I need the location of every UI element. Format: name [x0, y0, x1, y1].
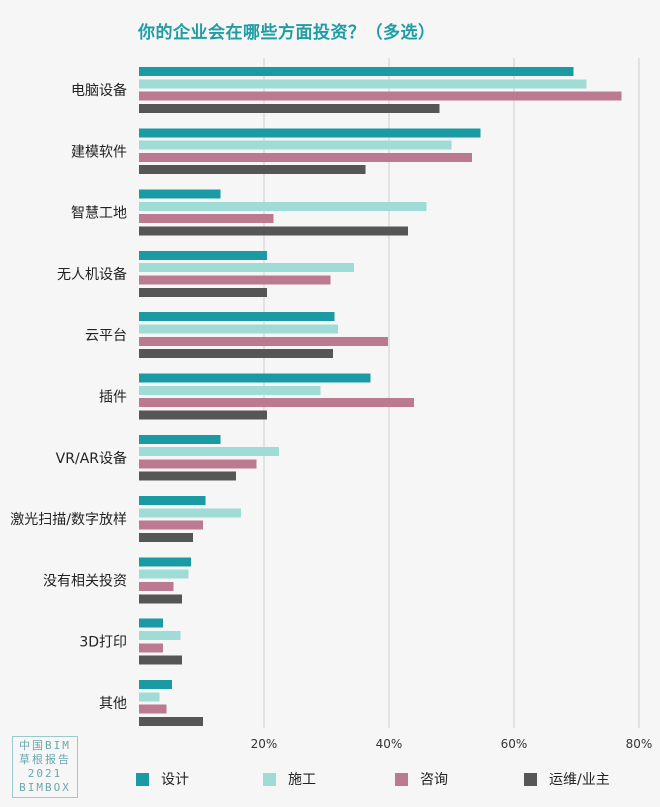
legend: 设计 施工 咨询 运维/业主	[136, 768, 656, 790]
x-tick-label: 40%	[376, 737, 403, 751]
bar-5-series-3	[139, 336, 388, 346]
bar-8-series-3	[139, 520, 203, 530]
bar-1-series-4	[139, 103, 440, 113]
category-label: 云平台	[85, 328, 127, 344]
bar-3-series-1	[139, 189, 221, 199]
category-label: VR/AR设备	[56, 450, 127, 467]
bar-3-series-3	[139, 214, 274, 224]
bar-1-series-1	[139, 67, 574, 76]
bar-10-series-1	[139, 618, 163, 628]
chart-title: 你的企业会在哪些方面投资？（多选）	[138, 23, 436, 43]
bar-7-series-2	[139, 447, 279, 457]
x-tick-labels: 20% 40% 60% 80%	[251, 737, 653, 751]
bar-2-series-3	[139, 152, 473, 162]
bar-4-series-1	[139, 250, 268, 260]
bar-5-series-1	[139, 312, 335, 322]
bar-1-series-3	[139, 91, 622, 101]
bar-2-series-4	[139, 165, 366, 175]
category-label: 其他	[99, 696, 127, 712]
bar-8-series-2	[139, 508, 241, 518]
legend-item: 施工	[263, 768, 316, 790]
watermark-line: 2021	[27, 767, 63, 780]
x-tick-label: 20%	[251, 737, 278, 751]
legend-swatch	[395, 772, 408, 786]
bar-5-series-2	[139, 324, 338, 334]
bar-5-series-4	[139, 349, 333, 359]
category-label: 激光扫描/数字放样	[10, 511, 127, 528]
bar-9-series-2	[139, 569, 189, 579]
watermark-line: 中国BIM	[19, 739, 71, 752]
bar-6-series-4	[139, 410, 268, 420]
category-label: 3D打印	[79, 634, 127, 651]
bar-2-series-2	[139, 140, 452, 150]
x-tick-label: 80%	[626, 737, 653, 751]
bar-11-series-2	[139, 692, 160, 702]
bar-9-series-3	[139, 582, 174, 591]
x-tick-label: 60%	[501, 737, 528, 751]
category-label: 无人机设备	[57, 266, 127, 283]
bar-10-series-4	[139, 655, 183, 665]
bars	[139, 67, 622, 726]
legend-label: 设计	[161, 772, 189, 788]
watermark-logo: 中国BIM 草根报告 2021 BIMBOX	[12, 736, 78, 798]
bar-1-series-2	[139, 79, 587, 89]
bar-2-series-1	[139, 128, 481, 138]
bar-3-series-2	[139, 201, 427, 211]
bar-6-series-2	[139, 385, 321, 395]
legend-swatch	[524, 772, 537, 786]
bar-10-series-3	[139, 643, 163, 653]
bar-11-series-4	[139, 716, 203, 726]
bar-8-series-4	[139, 533, 193, 542]
bar-7-series-1	[139, 434, 221, 444]
bar-9-series-1	[139, 557, 191, 567]
category-label: 电脑设备	[71, 82, 127, 99]
bar-11-series-3	[139, 704, 167, 714]
category-label: 插件	[99, 389, 127, 405]
bar-4-series-4	[139, 287, 268, 297]
bar-6-series-1	[139, 373, 371, 383]
legend-item: 设计	[136, 768, 189, 790]
category-label: 智慧工地	[71, 206, 127, 222]
bar-3-series-4	[139, 226, 408, 236]
bar-11-series-1	[139, 680, 173, 689]
bar-7-series-4	[139, 471, 236, 481]
legend-label: 运维/业主	[549, 772, 610, 788]
legend-swatch	[263, 772, 276, 786]
bar-6-series-3	[139, 398, 414, 408]
bar-9-series-4	[139, 594, 183, 604]
legend-swatch	[136, 772, 149, 786]
watermark-line: BIMBOX	[19, 781, 71, 794]
legend-item: 运维/业主	[524, 768, 610, 790]
category-label: 建模软件	[71, 144, 127, 160]
bar-4-series-3	[139, 275, 331, 285]
bar-10-series-2	[139, 631, 181, 640]
legend-item: 咨询	[395, 768, 448, 790]
bar-8-series-1	[139, 496, 206, 506]
bar-4-series-2	[139, 263, 354, 273]
legend-label: 施工	[288, 772, 316, 788]
bar-7-series-3	[139, 459, 257, 469]
legend-label: 咨询	[420, 772, 448, 788]
watermark-line: 草根报告	[19, 753, 71, 766]
category-label: 没有相关投资	[43, 573, 127, 589]
